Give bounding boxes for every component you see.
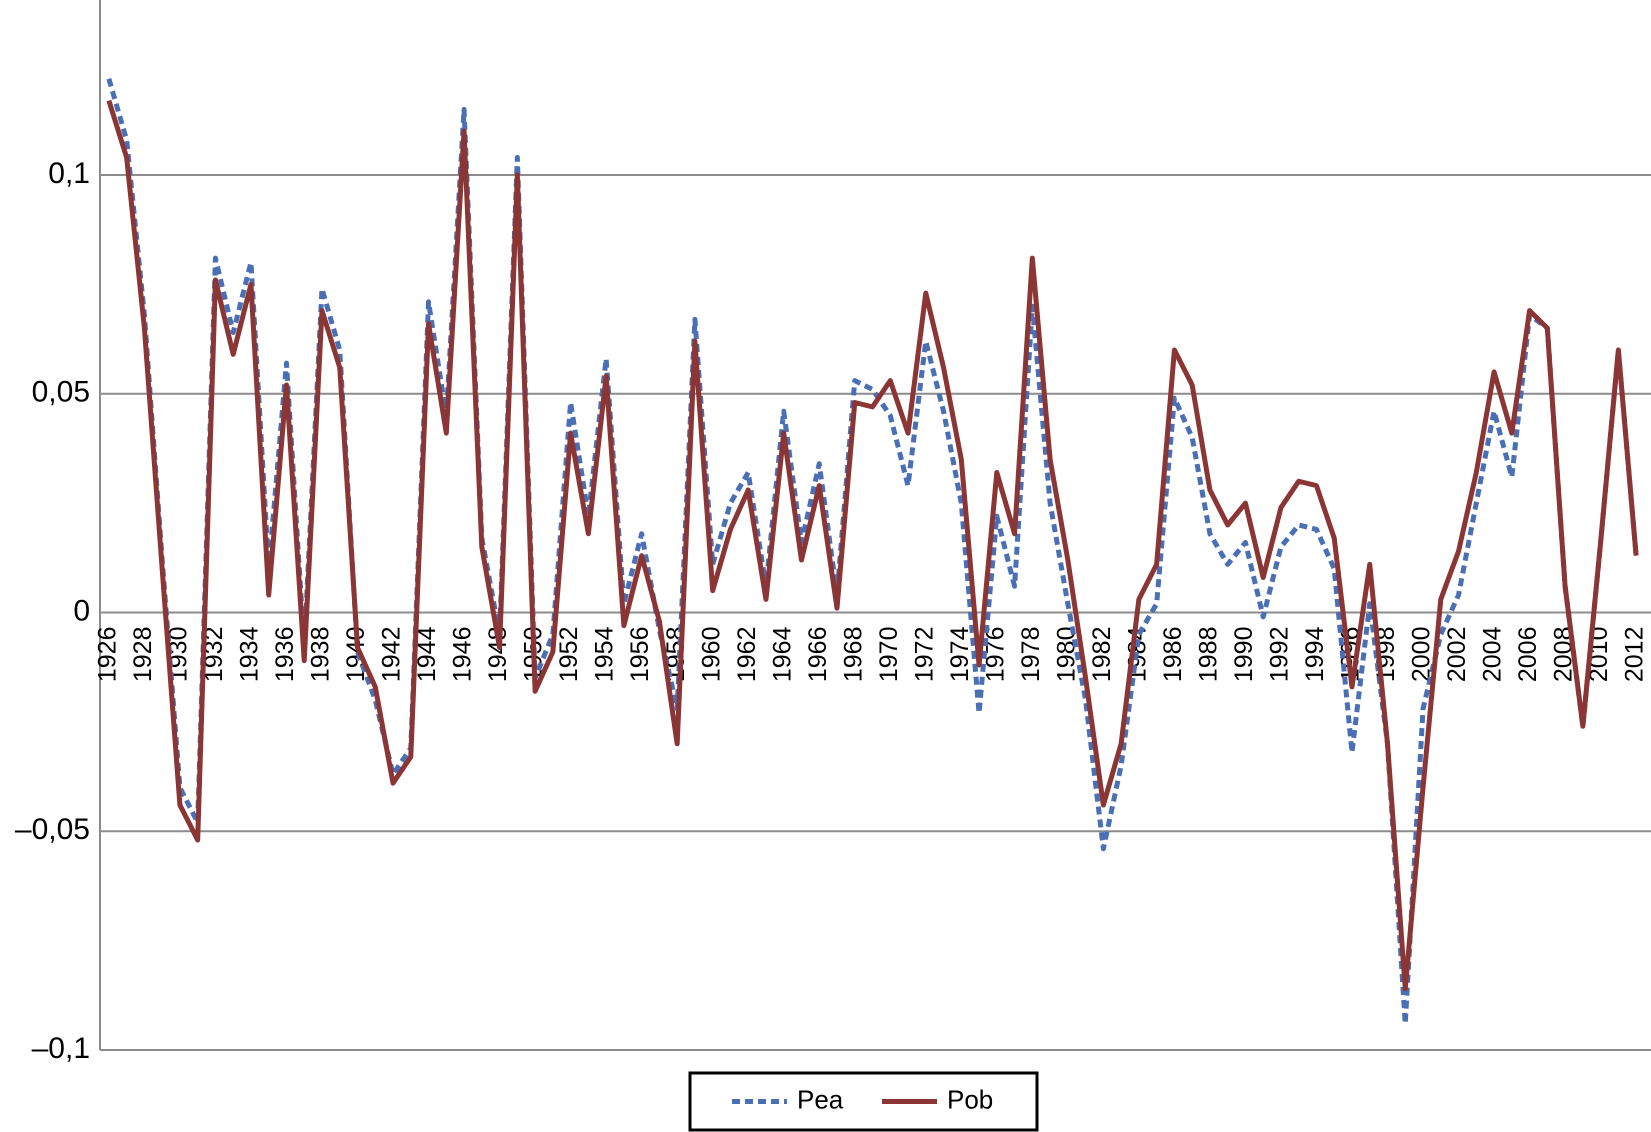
x-tick-label: 1990	[1230, 627, 1258, 683]
series-line	[106, 99, 1639, 992]
y-tick-label: 0	[73, 594, 90, 627]
x-tick-label: 1926	[93, 627, 121, 683]
x-tick-label: 1946	[449, 627, 477, 683]
x-tick-label: 1964	[768, 626, 796, 682]
x-tick-label: 1934	[236, 626, 264, 682]
x-tick-label: 1960	[697, 627, 725, 683]
x-tick-label: 1994	[1301, 626, 1329, 682]
y-tick-label: 0,1	[48, 157, 90, 190]
series-line	[106, 78, 1639, 1027]
x-tick-label: 1956	[626, 627, 654, 683]
x-tick-label: 1968	[839, 627, 867, 683]
x-tick-label: 1986	[1159, 627, 1187, 683]
x-tick-label: 1952	[555, 627, 583, 683]
x-tick-label: 2006	[1514, 627, 1542, 683]
x-tick-label: 2002	[1443, 627, 1471, 683]
x-tick-label: 1972	[910, 627, 938, 683]
x-tick-label: 1942	[378, 627, 406, 683]
x-tick-label: 1936	[271, 627, 299, 683]
x-tick-label: 1982	[1088, 627, 1116, 683]
x-tick-label: 1978	[1017, 627, 1045, 683]
legend-label: Pea	[797, 1084, 844, 1114]
x-tick-label: 1970	[875, 627, 903, 683]
legend-label: Pob	[947, 1084, 993, 1114]
y-tick-label: –0,05	[15, 813, 90, 846]
x-tick-label: 1966	[804, 627, 832, 683]
x-tick-label: 1954	[591, 626, 619, 682]
x-tick-label: 1938	[307, 627, 335, 683]
x-tick-label: 1928	[129, 627, 157, 683]
y-tick-label: –0,1	[32, 1032, 90, 1065]
x-tick-label: 1988	[1195, 627, 1223, 683]
x-tick-label: 1974	[946, 626, 974, 682]
y-tick-label: 0,05	[32, 376, 90, 409]
x-tick-label: 2000	[1408, 627, 1436, 683]
x-tick-label: 1962	[733, 627, 761, 683]
x-tick-label: 1992	[1266, 627, 1294, 683]
x-tick-label: 2004	[1479, 626, 1507, 682]
x-tick-label: 2012	[1621, 627, 1649, 683]
